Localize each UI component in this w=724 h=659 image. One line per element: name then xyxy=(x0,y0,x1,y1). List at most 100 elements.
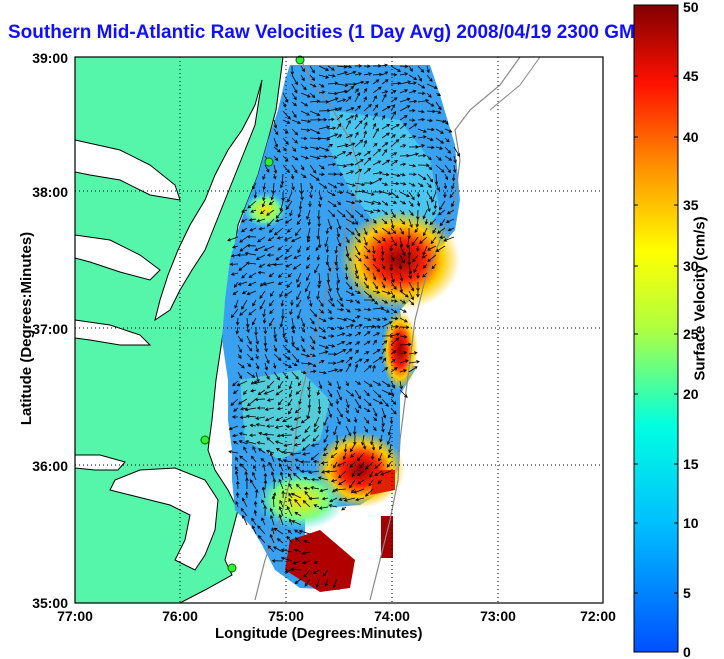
velocity-arrow xyxy=(449,191,455,198)
velocity-arrow xyxy=(336,123,341,130)
x-tick-label: 72:00 xyxy=(580,608,616,624)
velocity-arrow xyxy=(274,227,284,236)
velocity-arrow-head xyxy=(432,109,436,114)
velocity-arrow xyxy=(381,398,389,407)
velocity-arrow-head xyxy=(287,402,291,407)
velocity-arrow xyxy=(363,272,367,281)
velocity-arrow xyxy=(250,209,257,213)
velocity-arrow xyxy=(241,227,248,233)
velocity-arrow xyxy=(399,115,408,121)
velocity-arrow-head xyxy=(284,130,289,134)
velocity-arrow-head xyxy=(418,77,422,82)
velocity-arrow-head xyxy=(276,538,281,542)
velocity-arrow-head xyxy=(303,136,308,141)
velocity-arrow xyxy=(278,398,284,406)
velocity-arrow xyxy=(295,407,302,414)
velocity-arrow-head xyxy=(429,178,434,183)
velocity-arrow-head xyxy=(391,358,396,363)
velocity-arrow xyxy=(264,371,270,380)
velocity-arrow xyxy=(327,209,335,217)
velocity-arrow-head xyxy=(248,274,253,278)
velocity-arrow xyxy=(308,398,311,408)
velocity-arrow xyxy=(266,450,275,454)
velocity-arrow-head xyxy=(320,461,325,465)
velocity-arrow xyxy=(291,326,295,334)
velocity-arrow xyxy=(381,124,390,130)
velocity-arrow xyxy=(390,380,395,389)
velocity-arrow xyxy=(309,497,320,500)
velocity-arrow xyxy=(335,245,338,254)
velocity-arrow-head xyxy=(394,160,398,164)
velocity-arrow xyxy=(313,461,320,463)
velocity-arrow xyxy=(399,359,409,364)
velocity-arrow-head xyxy=(395,181,400,186)
velocity-arrow-head xyxy=(245,261,250,265)
velocity-arrow xyxy=(318,477,329,481)
velocity-arrow-head xyxy=(276,236,281,240)
velocity-arrow xyxy=(338,470,347,479)
velocity-arrow-head xyxy=(379,171,383,175)
velocity-arrow xyxy=(338,479,347,485)
velocity-arrow-head xyxy=(288,410,292,415)
velocity-arrow xyxy=(336,218,341,230)
velocity-arrow xyxy=(291,137,298,144)
velocity-arrow-head xyxy=(307,221,312,226)
velocity-arrow xyxy=(345,152,352,157)
velocity-arrow-head xyxy=(371,201,375,205)
velocity-arrow-head xyxy=(331,213,336,218)
velocity-arrow-head xyxy=(355,131,359,136)
velocity-arrow xyxy=(255,489,258,499)
velocity-arrow-head xyxy=(404,64,409,69)
velocity-arrow-head xyxy=(307,238,311,243)
velocity-arrow xyxy=(399,89,408,94)
colorbar-tick: 25 xyxy=(683,326,699,342)
velocity-arrow xyxy=(372,299,378,305)
velocity-arrow-head xyxy=(409,224,413,229)
plot-frame xyxy=(74,56,604,604)
velocity-arrow xyxy=(304,578,311,587)
velocity-arrow-head xyxy=(304,583,308,587)
velocity-arrow-head xyxy=(303,86,307,91)
velocity-arrow xyxy=(381,173,389,176)
velocity-arrow xyxy=(235,501,239,508)
velocity-arrow xyxy=(301,470,311,472)
velocity-arrow xyxy=(353,488,365,494)
velocity-arrow xyxy=(372,227,378,234)
velocity-arrow-head xyxy=(318,385,323,390)
velocity-arrow xyxy=(372,281,378,290)
velocity-arrow xyxy=(336,182,344,186)
velocity-arrow-head xyxy=(410,296,414,301)
velocity-arrow-head xyxy=(337,123,342,127)
velocity-arrow xyxy=(345,299,354,302)
velocity-arrow xyxy=(336,281,339,291)
velocity-arrow xyxy=(327,218,332,230)
velocity-arrow xyxy=(381,340,388,346)
velocity-arrow-head xyxy=(274,143,278,148)
velocity-arrow xyxy=(296,218,302,225)
velocity-arrow xyxy=(389,443,392,453)
velocity-arrow xyxy=(287,191,293,203)
velocity-arrow xyxy=(363,191,374,196)
velocity-arrow-head xyxy=(358,72,362,76)
velocity-arrow xyxy=(238,398,248,405)
velocity-arrow xyxy=(363,407,370,412)
velocity-arrow xyxy=(232,434,239,437)
velocity-arrow xyxy=(255,362,259,370)
velocity-arrow xyxy=(318,91,325,94)
velocity-arrow xyxy=(327,97,339,103)
velocity-arrow xyxy=(311,479,320,481)
velocity-arrow-head xyxy=(232,382,236,387)
velocity-arrow xyxy=(438,209,446,216)
velocity-arrow xyxy=(278,281,284,285)
velocity-arrow xyxy=(350,443,356,452)
velocity-arrow xyxy=(390,359,396,364)
velocity-arrow-head xyxy=(304,103,309,107)
velocity-arrow-head xyxy=(366,392,370,397)
velocity-arrow xyxy=(381,290,391,294)
velocity-arrow-head xyxy=(374,112,378,117)
velocity-arrow-head xyxy=(355,275,359,280)
velocity-arrow-head xyxy=(372,258,376,262)
velocity-arrow xyxy=(390,182,399,185)
velocity-arrow-head xyxy=(367,151,371,155)
velocity-arrow-head xyxy=(350,170,355,174)
